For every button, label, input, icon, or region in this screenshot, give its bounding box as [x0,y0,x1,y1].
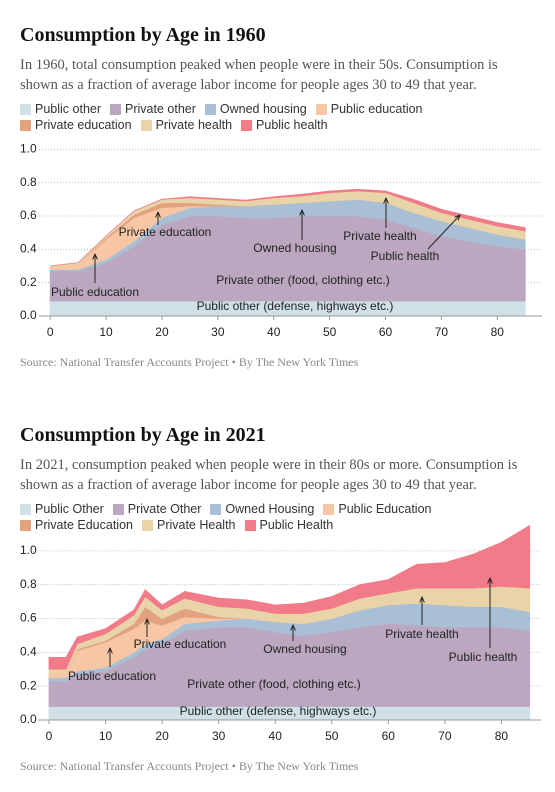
y-tick-label: 0.8 [20,577,37,591]
x-tick-label: 50 [323,325,337,339]
x-tick-label: 0 [46,729,53,743]
legend-swatch [141,519,153,531]
y-tick-label: 0.2 [20,678,37,692]
legend-item: Owned housing [204,102,307,116]
y-tick-label: 0.2 [20,275,37,289]
legend-label: Private Education [35,518,133,532]
annotation: Private other (food, clothing etc.) [187,677,360,691]
chart-subtitle: In 2021, consumption peaked when people … [20,457,518,493]
legend-swatch [20,103,31,115]
legend-item: Private Other [112,502,202,516]
y-tick-label: 0.0 [20,712,37,726]
legend-label: Private other [125,102,196,116]
source: Source: National Transfer Accounts Proje… [20,759,359,773]
legend-swatch [112,503,124,515]
annotation: Private health [385,627,458,641]
legend-label: Owned housing [219,102,307,116]
annotation: Public education [51,285,139,299]
legend-label: Public Health [259,518,334,532]
chart-subtitle: In 1960, total consumption peaked when p… [20,57,498,93]
annotation: Owned housing [263,642,346,656]
legend-item: Owned Housing [210,502,314,516]
x-tick-label: 20 [155,729,169,743]
y-tick-label: 1.0 [20,543,37,557]
x-tick-label: 70 [435,325,449,339]
legend-item: Private health [140,118,233,132]
x-tick-label: 60 [379,325,393,339]
legend-label: Public other [35,102,102,116]
annotation: Private other (food, clothing etc.) [216,273,389,287]
y-tick-label: 0.4 [20,645,37,659]
y-tick-label: 0.6 [20,208,37,222]
legend-item: Public Education [323,502,432,516]
annotation: Owned housing [253,241,336,255]
x-tick-label: 10 [99,729,113,743]
legend-swatch [323,503,335,515]
annotation: Private education [134,637,227,651]
legend-swatch [20,519,31,531]
y-tick-label: 0.0 [20,308,37,322]
legend-swatch [315,103,327,115]
x-tick-label: 10 [99,325,113,339]
annotation-arrow [427,215,460,250]
annotation: Private education [119,225,212,239]
source: Source: National Transfer Accounts Proje… [20,355,359,369]
x-tick-label: 0 [47,325,54,339]
chart-title: Consumption by Age in 1960 [20,24,266,46]
legend-label: Private Health [156,518,236,532]
legend-label: Private health [155,118,233,132]
legend-swatch [244,519,256,531]
area [48,524,531,670]
annotation: Public health [449,650,518,664]
legend-swatch [140,119,152,131]
legend-swatch [20,119,31,131]
legend: Public Other Private Other Owned Housing Pu… [20,502,540,532]
legend-item: Private other [110,102,196,116]
y-tick-label: 1.0 [20,142,37,156]
y-tick-label: 0.6 [20,611,37,625]
legend-item: Public other [20,102,101,116]
legend-label: Public education [330,102,423,116]
annotation: Public other (defense, highways etc.) [197,299,394,313]
legend-swatch [204,103,216,115]
annotation: Public health [371,249,440,263]
annotation: Public other (defense, highways etc.) [180,704,377,718]
legend-swatch [110,103,122,115]
legend-label: Public health [256,118,328,132]
legend-item: Private Health [141,518,236,532]
legend-item: Private Education [20,518,133,532]
legend-label: Public Other [35,502,104,516]
annotation: Private health [343,229,416,243]
legend-label: Public Education [338,502,432,516]
legend-item: Public education [315,102,423,116]
x-tick-label: 80 [495,729,509,743]
x-tick-label: 30 [211,325,225,339]
legend-swatch [20,503,31,515]
x-tick-label: 20 [155,325,169,339]
area [50,188,526,267]
legend-swatch [210,503,222,515]
y-tick-label: 0.4 [20,242,37,256]
legend: Public other Private other Owned housing Pu… [20,102,540,132]
x-tick-label: 30 [212,729,226,743]
x-tick-label: 80 [491,325,505,339]
x-tick-label: 60 [382,729,396,743]
legend-item: Private education [20,118,132,132]
legend-label: Private education [35,118,132,132]
legend-label: Private Other [127,502,202,516]
legend-label: Owned Housing [225,502,315,516]
x-tick-label: 40 [267,325,281,339]
chart-title: Consumption by Age in 2021 [20,424,266,446]
x-tick-label: 50 [325,729,339,743]
annotation: Public education [68,669,156,683]
x-tick-label: 40 [269,729,283,743]
legend-item: Public Health [244,518,334,532]
legend-item: Public health [241,118,328,132]
x-tick-label: 70 [438,729,452,743]
y-tick-label: 0.8 [20,175,37,189]
legend-swatch [241,119,253,131]
legend-item: Public Other [20,502,104,516]
